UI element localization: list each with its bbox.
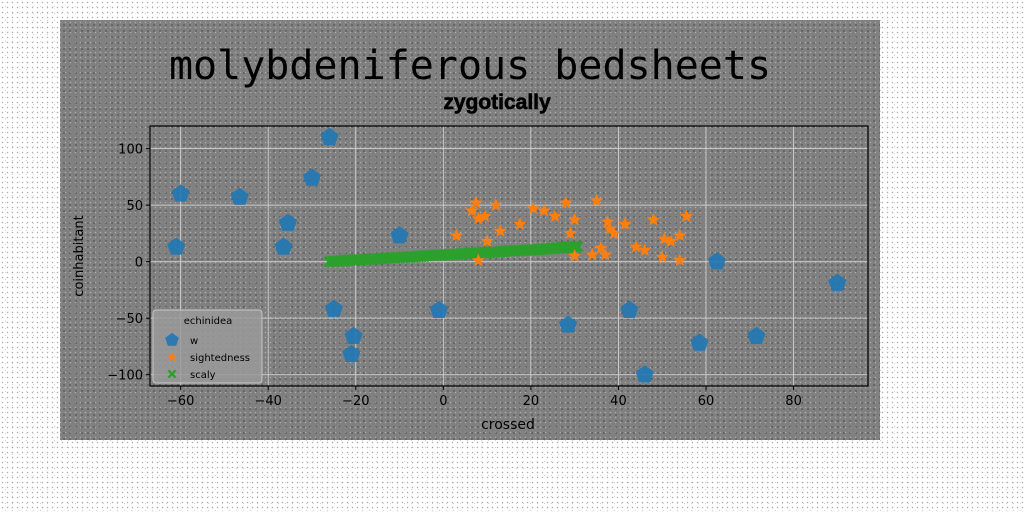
figure-suptitle: molybdeniferous bedsheets	[168, 43, 772, 89]
y-tick-label: −100	[107, 369, 143, 384]
w-point	[167, 237, 186, 255]
chart-title: zygotically	[443, 91, 551, 114]
sightedness-point	[673, 253, 687, 267]
y-tick-label: 0	[135, 256, 143, 271]
sightedness-point	[513, 217, 527, 231]
x-tick-label: 60	[698, 394, 715, 409]
legend-entries: w sightedness scaly	[165, 332, 250, 381]
w-point	[690, 333, 709, 351]
w-point	[635, 365, 654, 383]
sightedness-point	[679, 209, 693, 223]
grid	[150, 126, 868, 386]
sightedness-point	[664, 234, 678, 247]
x-tick-label: −60	[167, 394, 194, 409]
series-sightedness	[449, 193, 693, 267]
sightedness-point	[629, 239, 643, 253]
series-scaly	[323, 240, 584, 268]
scaly-point	[571, 240, 584, 253]
sightedness-point	[548, 209, 562, 223]
sightedness-point	[489, 198, 503, 211]
sightedness-point	[646, 212, 661, 226]
sightedness-point	[603, 221, 617, 235]
legend: echinidea w sightedness scaly	[152, 309, 263, 384]
w-point	[429, 300, 448, 318]
sightedness-point	[673, 228, 687, 242]
sightedness-point	[469, 195, 483, 209]
sightedness-point	[563, 226, 577, 240]
w-point	[390, 226, 409, 244]
w-point	[344, 326, 363, 344]
x-tick-label: 40	[610, 394, 627, 409]
scatter-chart: −60 −40 −20 0 20 40 60 80 −100 −50 0 50 100 zygotica…	[72, 91, 869, 433]
sightedness-point	[655, 250, 669, 263]
legend-label: w	[190, 336, 198, 347]
y-axis-label: coinhabitant	[72, 215, 87, 296]
sightedness-point	[594, 241, 608, 254]
axis-ticks: −60 −40 −20 0 20 40 60 80 −100 −50 0 50 100	[107, 143, 802, 409]
legend-marker-sightedness	[167, 351, 177, 362]
legend-marker-w	[165, 332, 179, 346]
sightedness-point	[471, 253, 486, 267]
x-tick-label: −40	[254, 394, 281, 409]
x-tick-label: 20	[523, 394, 540, 409]
legend-label: scaly	[190, 370, 216, 381]
w-point	[302, 168, 322, 186]
x-tick-label: 80	[785, 394, 802, 409]
sightedness-point	[471, 211, 486, 225]
legend-label: sightedness	[190, 353, 250, 364]
sightedness-point	[585, 247, 599, 261]
x-axis-label: crossed	[481, 417, 535, 433]
y-tick-label: 50	[126, 199, 143, 214]
sightedness-point	[607, 226, 621, 240]
sightedness-point	[537, 203, 551, 217]
legend-title: echinidea	[184, 316, 233, 327]
sightedness-point	[568, 249, 582, 262]
sightedness-point	[493, 224, 507, 237]
figure: molybdeniferous bedsheets −60 −40 −20 0 20 40…	[60, 20, 880, 440]
w-point	[278, 213, 297, 231]
sightedness-point	[559, 195, 573, 209]
w-point	[559, 315, 578, 333]
w-point	[320, 127, 339, 145]
w-point	[171, 184, 190, 202]
sightedness-point	[449, 228, 464, 242]
w-point	[274, 237, 293, 255]
sightedness-point	[618, 217, 632, 231]
series-w	[167, 127, 847, 383]
sightedness-point	[598, 247, 612, 261]
y-tick-label: 100	[118, 143, 143, 158]
sightedness-point	[600, 215, 615, 228]
w-point	[342, 344, 361, 363]
legend-marker-scaly	[167, 369, 177, 379]
y-tick-label: −50	[116, 312, 143, 327]
x-tick-label: −20	[342, 394, 369, 409]
sightedness-point	[480, 234, 494, 247]
legend-box	[152, 309, 263, 384]
sightedness-point	[465, 203, 479, 217]
chart-marks	[167, 127, 847, 383]
w-point	[230, 187, 249, 205]
x-tick-label: 0	[439, 394, 447, 409]
sightedness-point	[657, 232, 672, 245]
w-point	[747, 326, 766, 344]
plot-frame	[149, 125, 869, 387]
sightedness-point	[526, 201, 540, 215]
w-point	[707, 252, 726, 270]
w-point	[828, 273, 847, 291]
scaly-point	[568, 240, 581, 253]
w-point	[620, 300, 639, 318]
sightedness-point	[478, 209, 492, 223]
sightedness-point	[589, 193, 604, 207]
sightedness-point	[638, 243, 652, 257]
w-point	[324, 299, 343, 317]
sightedness-point	[568, 212, 582, 226]
